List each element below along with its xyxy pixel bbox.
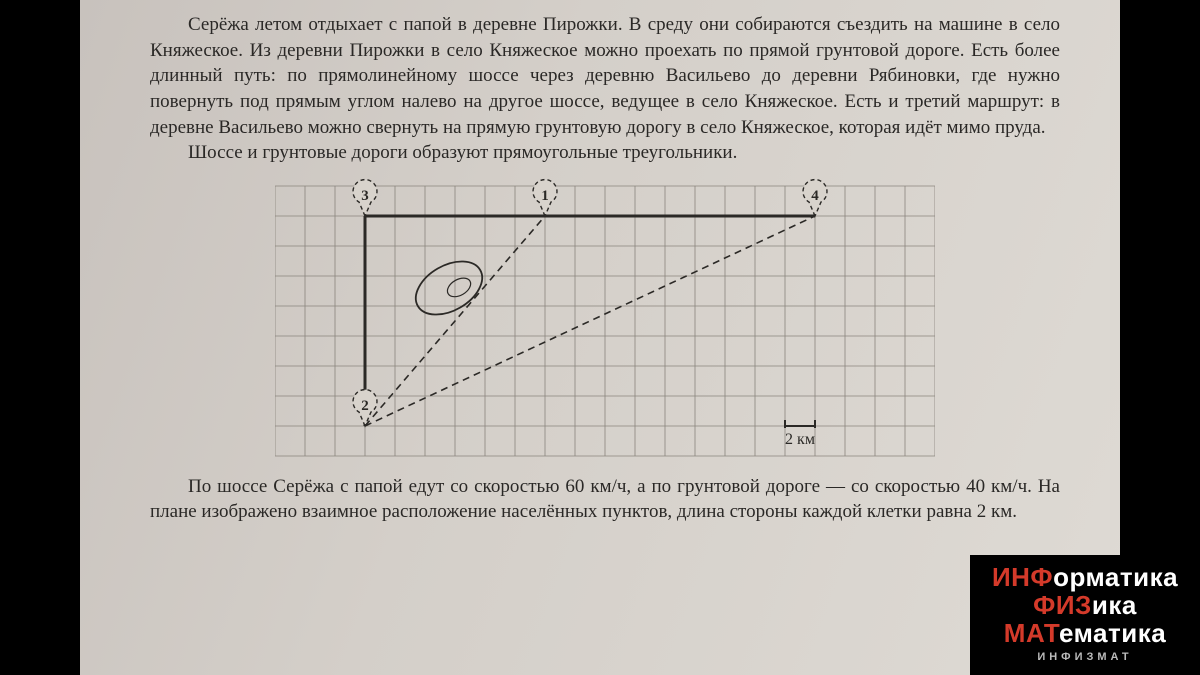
logo-rest: ика [1092,590,1137,620]
diagram-container: 2 3 1 4 2 км [245,176,965,466]
svg-text:4: 4 [811,188,819,204]
svg-text:3: 3 [361,188,369,204]
paragraph-1: Серёжа летом отдыхает с папой в деревне … [150,12,1060,140]
logo-rest: ематика [1059,618,1166,648]
logo-line-1: ИНФорматика [976,563,1194,591]
logo-line-2: ФИЗика [976,591,1194,619]
route-diagram: 2 3 1 4 2 км [275,176,935,466]
svg-text:2 км: 2 км [785,431,815,448]
channel-logo: ИНФорматика ФИЗика МАТематика ИНФИЗМАТ [970,555,1200,675]
logo-sub: ИНФИЗМАТ [976,651,1194,663]
logo-line-3: МАТематика [976,619,1194,647]
paragraph-2: Шоссе и грунтовые дороги образуют прямоу… [150,140,1060,166]
paragraph-3: По шоссе Серёжа с папой едут со скорость… [150,474,1060,525]
logo-rest: орматика [1053,562,1178,592]
svg-text:1: 1 [541,188,549,204]
logo-accent: МАТ [1004,618,1059,648]
svg-text:2: 2 [361,398,369,414]
logo-accent: ИНФ [992,562,1053,592]
page: Серёжа летом отдыхает с папой в деревне … [80,0,1120,675]
logo-accent: ФИЗ [1033,590,1092,620]
